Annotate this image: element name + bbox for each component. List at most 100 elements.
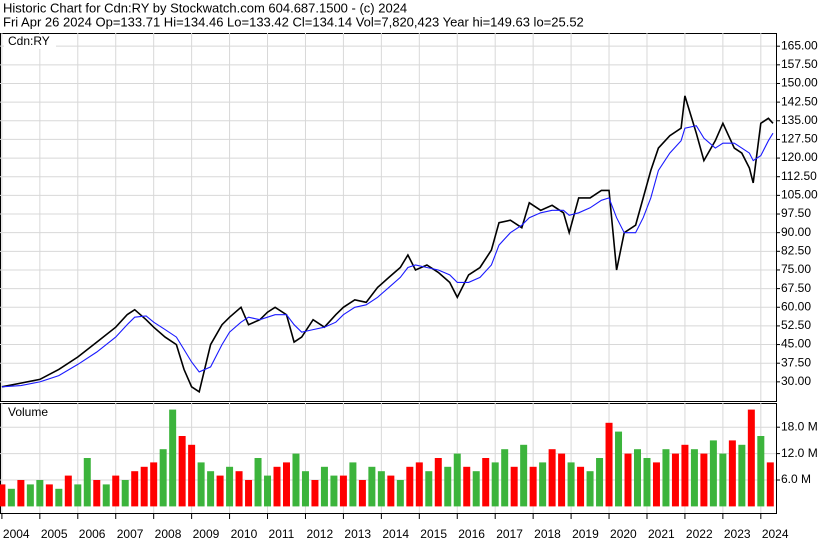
volume-bar xyxy=(83,458,91,507)
volume-bar xyxy=(339,475,347,507)
y-tick-label: 112.50 xyxy=(781,169,817,183)
x-tick-label: 2007 xyxy=(117,527,144,541)
y-tick-label: 67.50 xyxy=(781,281,811,295)
volume-bar xyxy=(64,475,72,507)
volume-bar xyxy=(320,466,328,507)
volume-bar xyxy=(577,466,585,507)
volume-bar xyxy=(406,466,414,507)
chart-subtitle: Fri Apr 26 2024 Op=133.71 Hi=134.46 Lo=1… xyxy=(3,14,584,29)
volume-bar xyxy=(586,471,594,507)
x-tick-label: 2019 xyxy=(572,527,599,541)
y-tick-label: 30.00 xyxy=(781,374,811,388)
y-tick-label: 52.50 xyxy=(781,318,811,332)
volume-bar xyxy=(273,466,281,507)
volume-bar xyxy=(377,471,385,507)
volume-bar xyxy=(159,449,167,507)
volume-bar xyxy=(615,431,623,507)
x-tick-label: 2020 xyxy=(610,527,637,541)
volume-bar xyxy=(453,453,461,507)
y-tick-label: 82.50 xyxy=(781,243,811,257)
volume-bar xyxy=(226,466,234,507)
volume-bar xyxy=(150,462,158,507)
volume-bar xyxy=(520,444,528,507)
x-tick-label: 2008 xyxy=(155,527,182,541)
volume-bar xyxy=(624,453,632,507)
chart-title: Historic Chart for Cdn:RY by Stockwatch.… xyxy=(3,0,407,15)
y-tick-label: 18.0 M xyxy=(781,419,818,433)
volume-bar xyxy=(102,484,110,507)
x-tick-label: 2015 xyxy=(420,527,447,541)
volume-bar xyxy=(728,440,736,507)
volume-bar xyxy=(188,444,196,507)
x-tick-label: 2022 xyxy=(686,527,713,541)
volume-bar xyxy=(738,444,746,507)
volume-bar xyxy=(415,462,423,507)
x-tick-label: 2012 xyxy=(306,527,333,541)
volume-bar xyxy=(766,462,774,507)
volume-bar xyxy=(197,462,205,507)
volume-bar xyxy=(757,436,765,507)
volume-bar xyxy=(671,453,679,507)
volume-bar xyxy=(169,409,177,507)
y-tick-label: 150.00 xyxy=(781,76,818,90)
volume-bar xyxy=(93,480,101,507)
volume-bar xyxy=(254,458,262,507)
volume-bar xyxy=(681,444,689,507)
volume-bar xyxy=(643,458,651,507)
y-tick-label: 37.50 xyxy=(781,355,811,369)
volume-bar xyxy=(567,462,575,507)
volume-bar xyxy=(719,453,727,507)
volume-bar xyxy=(548,449,556,507)
volume-bar xyxy=(444,466,452,507)
x-tick-label: 2013 xyxy=(344,527,371,541)
volume-bar xyxy=(368,466,376,507)
volume-bar xyxy=(17,480,25,507)
x-tick-label: 2009 xyxy=(193,527,220,541)
volume-bar xyxy=(207,471,215,507)
y-tick-label: 90.00 xyxy=(781,225,811,239)
volume-bar xyxy=(558,453,566,507)
y-tick-label: 120.00 xyxy=(781,150,818,164)
volume-bar xyxy=(387,475,395,507)
x-tick-label: 2014 xyxy=(382,527,409,541)
volume-bar xyxy=(131,471,139,507)
volume-bar xyxy=(55,488,63,507)
volume-bar xyxy=(539,462,547,507)
volume-bar xyxy=(140,466,148,507)
volume-bar xyxy=(301,471,309,507)
volume-bar xyxy=(26,484,34,507)
y-tick-label: 97.50 xyxy=(781,206,811,220)
y-tick-label: 165.00 xyxy=(781,38,818,52)
x-tick-label: 2010 xyxy=(231,527,258,541)
volume-bar xyxy=(700,453,708,507)
volume-bar xyxy=(463,466,471,507)
volume-bar xyxy=(358,480,366,507)
volume-bar xyxy=(74,484,82,507)
y-tick-label: 142.50 xyxy=(781,94,818,108)
x-tick-label: 2024 xyxy=(762,527,789,541)
y-tick-label: 105.00 xyxy=(781,188,818,202)
volume-bar xyxy=(482,458,490,507)
legend-label: Cdn:RY xyxy=(8,34,50,48)
volume-bar xyxy=(510,466,518,507)
volume-bar xyxy=(662,449,670,507)
volume-bar xyxy=(491,462,499,507)
volume-bar xyxy=(747,409,755,507)
volume-bar xyxy=(45,484,53,507)
volume-bar xyxy=(652,462,660,507)
price-line xyxy=(1,95,774,394)
panel-title: Volume xyxy=(8,405,48,419)
volume-bar xyxy=(121,480,129,507)
x-tick-label: 2005 xyxy=(41,527,68,541)
volume-bar xyxy=(282,462,290,507)
volume-bar xyxy=(311,480,319,507)
volume-bar xyxy=(112,475,120,507)
x-tick-label: 2018 xyxy=(534,527,561,541)
volume-bar xyxy=(7,488,15,507)
y-tick-label: 127.50 xyxy=(781,132,818,146)
x-tick-label: 2006 xyxy=(79,527,106,541)
legend-box xyxy=(4,35,56,49)
volume-bar xyxy=(633,449,641,507)
